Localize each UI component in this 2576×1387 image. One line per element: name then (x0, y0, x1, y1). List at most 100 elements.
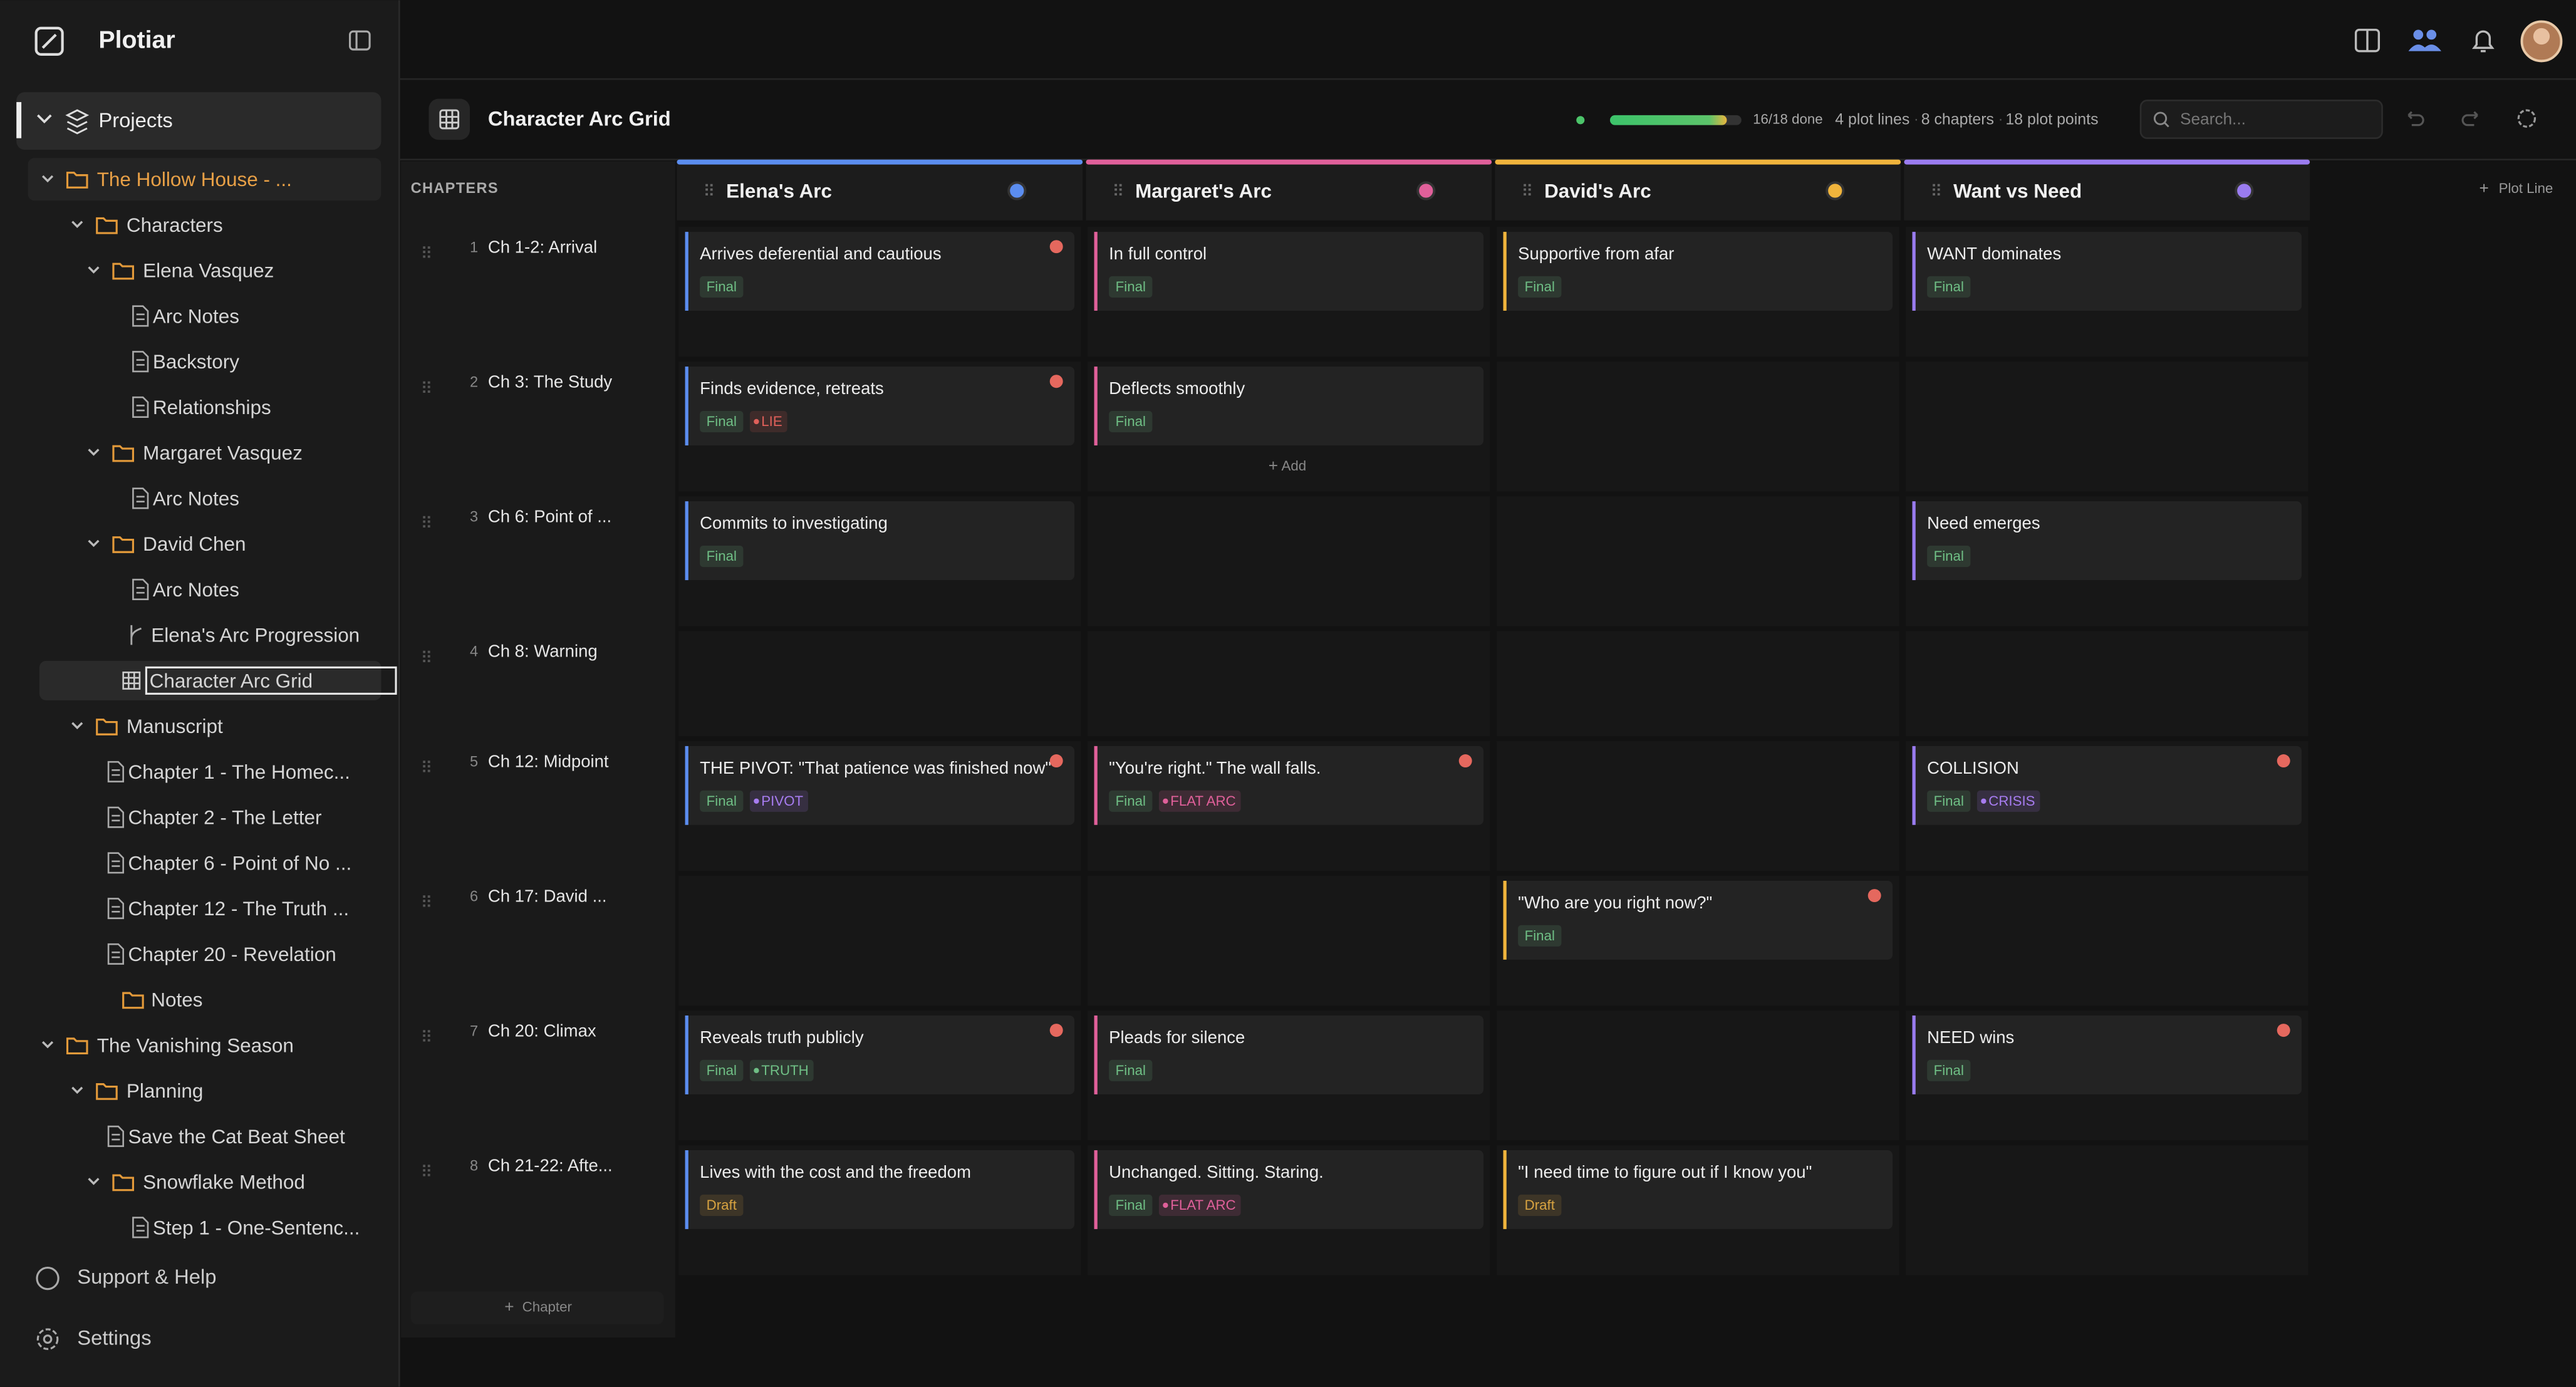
chevron[interactable] (41, 175, 54, 183)
tree-item[interactable]: The Hollow House - ... (97, 169, 292, 190)
cell[interactable] (1906, 876, 2309, 1006)
tree-item[interactable]: Manuscript (127, 715, 223, 737)
card[interactable] (1094, 745, 1484, 825)
cell[interactable] (1088, 631, 1490, 737)
chevron[interactable] (88, 449, 100, 456)
tree-item[interactable]: Chapter 20 - Revelation (128, 943, 336, 965)
card[interactable] (1503, 1150, 1893, 1229)
projects-label[interactable]: Projects (98, 108, 172, 132)
tree-item[interactable]: The Vanishing Season (97, 1034, 294, 1056)
cell[interactable] (678, 876, 1081, 1006)
settings-link[interactable]: Settings (77, 1326, 151, 1349)
cell[interactable] (1906, 361, 2309, 492)
tree-item[interactable]: Chapter 1 - The Homec... (128, 761, 350, 783)
card[interactable] (1503, 880, 1893, 960)
card-accent (1503, 880, 1507, 960)
collaborators[interactable] (2408, 29, 2441, 51)
tree-item[interactable]: Elena's Arc Progression (151, 625, 360, 647)
card[interactable] (685, 1150, 1075, 1229)
card[interactable] (1912, 232, 2302, 311)
collapse-sidebar[interactable] (349, 30, 371, 51)
tree-item[interactable]: Planning (127, 1080, 203, 1102)
chapter-name[interactable]: Ch 12: Midpoint (488, 751, 609, 771)
chevron[interactable] (71, 221, 83, 228)
cell[interactable] (1497, 741, 1899, 871)
cell[interactable] (1497, 361, 1899, 492)
card[interactable] (685, 232, 1075, 311)
chevron[interactable] (71, 722, 83, 730)
tree-item[interactable]: Characters (127, 214, 223, 236)
cell[interactable] (678, 631, 1081, 737)
column-color[interactable] (2235, 181, 2254, 200)
chevron[interactable] (88, 539, 100, 548)
add-chapter-label[interactable]: Chapter (522, 1299, 573, 1315)
chapter-name[interactable]: Ch 3: The Study (488, 372, 613, 392)
card[interactable] (1503, 232, 1893, 311)
card-accent (685, 232, 688, 311)
tree-item[interactable]: Chapter 6 - Point of No ... (128, 852, 352, 874)
chevron[interactable] (71, 1086, 83, 1094)
chevron[interactable] (88, 266, 100, 274)
tree-item[interactable]: Arc Notes (153, 487, 239, 509)
cell[interactable] (1088, 876, 1490, 1006)
tree-item[interactable]: Relationships (153, 397, 271, 418)
chapter-name[interactable]: Ch 8: Warning (488, 642, 598, 661)
column-color[interactable] (1826, 181, 1845, 200)
chevron[interactable] (88, 1178, 100, 1185)
chapter-name[interactable]: Ch 6: Point of ... (488, 507, 611, 526)
status-dot (1576, 116, 1585, 125)
cell[interactable] (1497, 496, 1899, 626)
projects-row[interactable] (16, 92, 382, 150)
card[interactable] (1912, 745, 2302, 825)
tree-item[interactable]: Step 1 - One-Sentenc... (153, 1217, 360, 1239)
cell[interactable] (1906, 1145, 2309, 1275)
cell[interactable] (1906, 631, 2309, 737)
chapter-name[interactable]: Ch 20: Climax (488, 1021, 596, 1040)
layout-toggle[interactable] (2354, 28, 2381, 53)
tree-item[interactable]: Arc Notes (153, 305, 239, 327)
card[interactable] (685, 745, 1075, 825)
search-placeholder[interactable]: Search... (2180, 110, 2246, 128)
status-badge (700, 410, 744, 433)
chapter-name[interactable]: Ch 1-2: Arrival (488, 237, 597, 257)
card[interactable] (685, 501, 1075, 581)
column-color[interactable] (1007, 181, 1027, 200)
tree-item[interactable]: Chapter 2 - The Letter (128, 807, 322, 829)
card[interactable] (1912, 1016, 2302, 1094)
card[interactable] (1094, 1150, 1484, 1229)
view-settings[interactable] (2517, 109, 2537, 128)
card[interactable] (685, 1016, 1075, 1094)
tree-item[interactable]: David Chen (143, 533, 246, 555)
cell[interactable] (1088, 496, 1490, 626)
add-plot-line[interactable]: Plot Line (2499, 180, 2553, 196)
card[interactable] (1094, 366, 1484, 446)
chapter-name[interactable]: Ch 17: David ... (488, 886, 607, 905)
card-flag (1049, 375, 1063, 388)
add-chapter-button[interactable] (410, 1291, 664, 1325)
add-card[interactable]: Add (1282, 458, 1307, 474)
tree-item[interactable]: Chapter 12 - The Truth ... (128, 898, 350, 920)
tree-item[interactable]: Arc Notes (153, 579, 239, 601)
cell[interactable] (1497, 1010, 1899, 1141)
chapter-name[interactable]: Ch 21-22: Afte... (488, 1156, 613, 1175)
tree-item[interactable]: Elena Vasquez (143, 260, 274, 282)
tree-item[interactable]: Save the Cat Beat Sheet (128, 1126, 345, 1148)
column-color[interactable] (1416, 181, 1436, 200)
support-link[interactable]: Support & Help (77, 1265, 216, 1288)
chevron[interactable] (41, 1041, 54, 1049)
card-accent (685, 1016, 688, 1094)
redo[interactable] (2461, 111, 2478, 127)
tree-item[interactable]: Margaret Vasquez (143, 442, 303, 464)
tree-item[interactable]: Notes (151, 989, 202, 1011)
card[interactable] (1094, 1016, 1484, 1094)
undo[interactable] (2407, 111, 2424, 127)
search-box[interactable] (2139, 99, 2383, 139)
card[interactable] (685, 366, 1075, 446)
notifications[interactable] (2471, 30, 2495, 53)
cell[interactable] (1497, 631, 1899, 737)
tree-item[interactable]: Character Arc Grid (150, 670, 313, 692)
card[interactable] (1912, 501, 2302, 581)
tree-item[interactable]: Snowflake Method (143, 1171, 305, 1193)
card[interactable] (1094, 232, 1484, 311)
tree-item[interactable]: Backstory (153, 351, 239, 373)
